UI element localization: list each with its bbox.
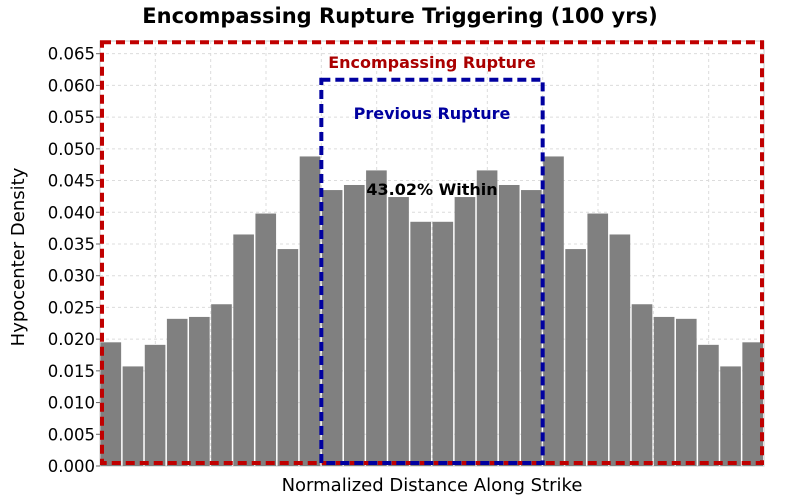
encompassing-rupture-box (100, 40, 764, 466)
bar (122, 366, 144, 466)
bar (521, 190, 542, 466)
bar (543, 156, 564, 466)
bar (299, 156, 321, 466)
bar (653, 316, 675, 466)
bar (498, 184, 520, 466)
y-tick-label: 0.000 (48, 457, 95, 476)
bar (255, 213, 277, 466)
annotation-previous-rupture: Previous Rupture (354, 104, 511, 123)
annotation-encompassing-rupture: Encompassing Rupture (328, 53, 536, 72)
bar (166, 318, 188, 466)
bar (233, 234, 254, 466)
previous-rupture-box (319, 77, 545, 465)
bar (675, 318, 697, 466)
bar (343, 184, 365, 466)
bar (631, 304, 653, 466)
y-tick-label: 0.060 (48, 76, 95, 95)
y-tick-label: 0.005 (48, 425, 95, 444)
bar (366, 170, 387, 466)
bar (454, 197, 476, 466)
bar (609, 234, 631, 466)
y-tick-label: 0.015 (48, 362, 95, 381)
y-tick-label: 0.065 (48, 45, 95, 64)
bar (410, 221, 431, 466)
y-tick-label: 0.010 (48, 394, 95, 413)
bar (277, 249, 299, 466)
y-tick-label: 0.025 (48, 298, 95, 317)
y-tick-label: 0.020 (48, 330, 95, 349)
y-tick-label: 0.040 (48, 203, 95, 222)
y-tick-label: 0.030 (48, 267, 95, 286)
bar (100, 342, 122, 466)
annotation-percent-within: 43.02% Within (366, 180, 497, 199)
bar (321, 190, 343, 466)
bar (698, 344, 719, 466)
bar (189, 316, 210, 466)
x-axis-label: Normalized Distance Along Strike (282, 475, 583, 496)
bar (388, 197, 409, 466)
bar (587, 213, 609, 466)
bar (432, 221, 454, 466)
y-tick-label: 0.055 (48, 108, 95, 127)
bar (476, 170, 498, 466)
bar (565, 249, 586, 466)
bar (742, 342, 763, 466)
y-tick-label: 0.035 (48, 235, 95, 254)
y-axis-label: Hypocenter Density (8, 167, 29, 346)
bar (144, 344, 166, 466)
bar (211, 304, 232, 466)
bar (720, 366, 741, 466)
chart-title: Encompassing Rupture Triggering (100 yrs… (142, 4, 657, 28)
y-tick-label: 0.050 (48, 140, 95, 159)
y-tick-label: 0.045 (48, 172, 95, 191)
